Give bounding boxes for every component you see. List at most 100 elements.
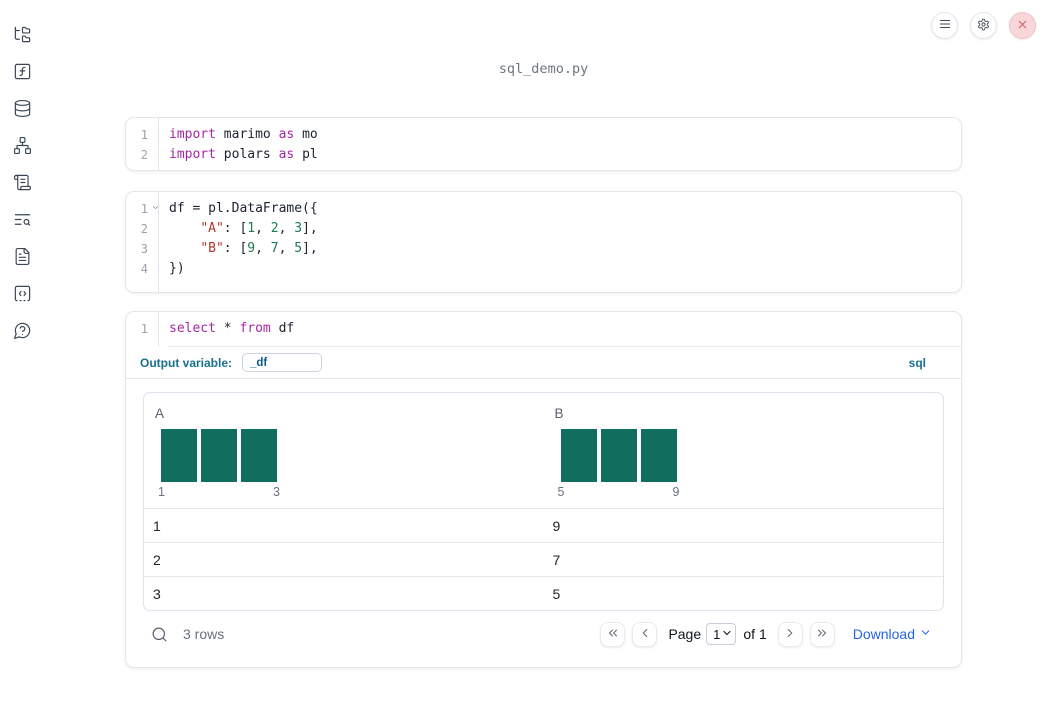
folder-tree-icon xyxy=(13,25,32,44)
table-footer: 3 rows Page 1 of 1 Download xyxy=(143,617,944,651)
line-number: 1 xyxy=(140,128,148,142)
gear-icon xyxy=(977,18,990,34)
prev-page-button[interactable] xyxy=(632,621,658,647)
histogram-bar xyxy=(201,429,237,482)
chevron-right-icon xyxy=(783,626,797,643)
code-cell-dataframe: 1 2 3 4 df = pl.DataFrame({ "A": [1, 2, 3], … xyxy=(125,191,962,293)
download-label: Download xyxy=(852,626,915,642)
x-icon xyxy=(1016,18,1029,34)
code-lines: df = pl.DataFrame({ "A": [1, 2, 3], "B":… xyxy=(159,192,961,292)
column-histogram xyxy=(161,429,277,482)
sidebar-item-logs[interactable] xyxy=(12,209,32,229)
database-icon xyxy=(13,99,32,118)
code-line: "B": [9, 7, 5], xyxy=(200,241,318,256)
chevron-down-icon xyxy=(919,626,932,642)
menu-button[interactable] xyxy=(931,12,958,39)
histogram-bar xyxy=(161,429,197,482)
sidebar-item-dependencies[interactable] xyxy=(12,135,32,155)
fold-chevron-icon[interactable] xyxy=(151,203,160,212)
code-line: import polars as pl xyxy=(169,147,318,162)
editor-divider xyxy=(167,346,961,347)
page-select[interactable]: 1 xyxy=(706,623,737,645)
last-page-button[interactable] xyxy=(809,621,835,647)
text-search-icon xyxy=(13,210,32,229)
sql-cell: 1 select * from df Output variable: sql A… xyxy=(125,311,962,668)
language-badge[interactable]: sql xyxy=(908,355,926,370)
hist-max-label: 9 xyxy=(672,485,680,499)
page-select-value: 1 xyxy=(713,626,721,642)
column-header[interactable]: A 1 3 xyxy=(144,406,544,508)
output-variable-label: Output variable: xyxy=(140,355,233,370)
file-text-icon xyxy=(13,247,32,266)
output-variable-row: Output variable: sql xyxy=(126,347,961,379)
code-line: "A": [1, 2, 3], xyxy=(200,221,318,236)
scroll-text-icon xyxy=(13,173,32,192)
help-circle-icon xyxy=(13,321,32,340)
output-variable-input[interactable] xyxy=(242,353,323,372)
column-histogram xyxy=(560,429,677,482)
code-lines: select * from df xyxy=(159,312,961,346)
column-label: B xyxy=(554,406,564,421)
sidebar-item-snippets[interactable] xyxy=(12,283,32,303)
table-cell: 7 xyxy=(552,551,561,568)
search-icon[interactable] xyxy=(151,626,168,643)
sql-editor[interactable]: 1 select * from df xyxy=(126,312,961,346)
download-button[interactable]: Download xyxy=(853,626,932,642)
filename-title: sql_demo.py xyxy=(498,61,589,77)
chevrons-left-icon xyxy=(606,626,620,643)
network-icon xyxy=(13,136,32,155)
code-line: df = pl.DataFrame({ xyxy=(169,201,318,216)
sidebar-item-file-explorer[interactable] xyxy=(12,24,32,44)
line-number-gutter: 1 2 3 4 xyxy=(126,192,159,292)
chevrons-right-icon xyxy=(815,626,829,643)
histogram-bar xyxy=(600,429,637,482)
next-page-button[interactable] xyxy=(777,621,803,647)
page-of-label: of 1 xyxy=(743,626,767,642)
code-editor[interactable]: 1 2 import marimo as mo import polars as pl xyxy=(126,118,961,170)
line-number: 2 xyxy=(140,222,148,236)
function-square-icon xyxy=(13,62,32,81)
close-button[interactable] xyxy=(1009,12,1036,39)
line-number: 1 xyxy=(140,322,148,336)
line-number: 3 xyxy=(140,242,148,256)
table-cell: 9 xyxy=(552,517,561,534)
sidebar-item-data-sources[interactable] xyxy=(12,98,32,118)
sidebar-item-documentation[interactable] xyxy=(12,246,32,266)
code-cell-imports: 1 2 import marimo as mo import polars as pl xyxy=(125,117,962,171)
histogram-bar xyxy=(560,429,597,482)
code-line: import marimo as mo xyxy=(169,127,318,142)
first-page-button[interactable] xyxy=(600,621,626,647)
histogram-bar xyxy=(640,429,677,482)
page-label: Page xyxy=(668,626,702,642)
window-controls xyxy=(931,12,1036,39)
hist-min-label: 1 xyxy=(158,485,165,499)
sidebar-item-help[interactable] xyxy=(12,320,32,340)
sidebar-item-scratchpad[interactable] xyxy=(12,172,32,192)
chevron-down-icon xyxy=(720,627,733,642)
menu-icon xyxy=(938,17,952,34)
settings-button[interactable] xyxy=(970,12,997,39)
line-number-gutter: 1 xyxy=(126,312,159,346)
code-line: }) xyxy=(169,261,185,276)
code-editor[interactable]: 1 2 3 4 df = pl.DataFrame({ "A": [1, 2, 3], … xyxy=(126,192,961,292)
line-number: 1 xyxy=(126,199,160,219)
code-line: select * from df xyxy=(169,321,295,336)
hist-max-label: 3 xyxy=(273,485,280,499)
table-cell: 3 xyxy=(153,585,161,602)
sidebar-item-variables[interactable] xyxy=(12,61,32,81)
left-sidebar xyxy=(12,24,32,340)
row-count: 3 rows xyxy=(183,626,225,642)
column-label: A xyxy=(155,406,165,421)
table-cell: 5 xyxy=(552,585,561,602)
code-lines: import marimo as mo import polars as pl xyxy=(159,118,961,170)
